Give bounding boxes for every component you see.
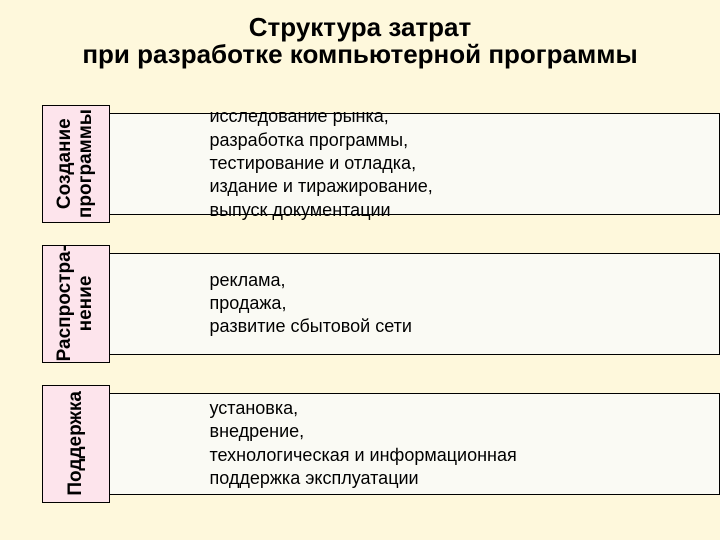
page-title: Структура затрат при разработке компьюте…	[0, 0, 720, 69]
tab-label: Создание программы	[55, 109, 97, 218]
panel-support: установка, внедрение, технологическая и …	[109, 393, 720, 495]
row-support: Поддержка установка, внедрение, технолог…	[42, 385, 720, 503]
panel-creation: исследование рынка, разработка программы…	[109, 113, 720, 215]
rows-container: Создание программы исследование рынка, р…	[42, 105, 720, 503]
tab-label: Поддержка	[66, 391, 87, 496]
panel-text: реклама, продажа, развитие сбытовой сети	[210, 269, 412, 339]
tab-distribution: Распростра- нение	[42, 245, 110, 363]
tab-label: Распростра- нение	[55, 245, 97, 361]
tab-creation: Создание программы	[42, 105, 110, 223]
title-line-2: при разработке компьютерной программы	[0, 41, 720, 68]
tab-support: Поддержка	[42, 385, 110, 503]
row-distribution: Распростра- нение реклама, продажа, разв…	[42, 245, 720, 363]
title-line-1: Структура затрат	[0, 14, 720, 41]
panel-distribution: реклама, продажа, развитие сбытовой сети	[109, 253, 720, 355]
panel-text: установка, внедрение, технологическая и …	[210, 397, 517, 491]
row-creation: Создание программы исследование рынка, р…	[42, 105, 720, 223]
panel-text: исследование рынка, разработка программы…	[210, 105, 433, 222]
